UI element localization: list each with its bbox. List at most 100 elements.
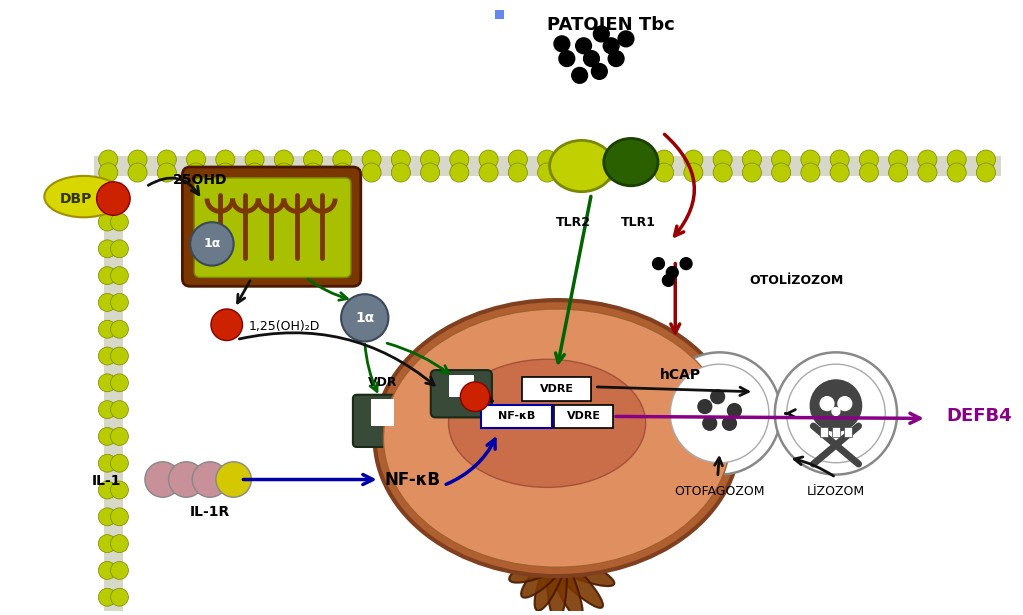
Circle shape <box>98 401 117 419</box>
Circle shape <box>110 401 129 419</box>
Text: VDR: VDR <box>367 376 397 389</box>
Circle shape <box>246 163 264 182</box>
Circle shape <box>683 150 703 169</box>
Circle shape <box>274 150 294 169</box>
Ellipse shape <box>374 300 740 576</box>
FancyArrowPatch shape <box>446 439 495 485</box>
Circle shape <box>98 508 117 526</box>
Circle shape <box>889 163 907 182</box>
Circle shape <box>98 374 117 392</box>
Circle shape <box>722 416 737 430</box>
FancyArrowPatch shape <box>786 410 795 418</box>
Circle shape <box>110 427 129 445</box>
Circle shape <box>110 240 129 258</box>
Bar <box>820 427 828 437</box>
Circle shape <box>774 352 897 475</box>
Circle shape <box>460 382 490 411</box>
Circle shape <box>211 309 242 341</box>
Text: OTOLİZOZOM: OTOLİZOZOM <box>749 274 843 287</box>
Circle shape <box>591 63 608 79</box>
FancyArrowPatch shape <box>715 458 722 475</box>
Ellipse shape <box>448 359 646 488</box>
Circle shape <box>110 534 129 552</box>
Circle shape <box>99 150 118 169</box>
Circle shape <box>583 50 599 66</box>
Circle shape <box>332 163 352 182</box>
Circle shape <box>362 163 382 182</box>
FancyArrowPatch shape <box>237 281 250 303</box>
Circle shape <box>567 163 586 182</box>
Circle shape <box>727 403 742 418</box>
Bar <box>844 427 852 437</box>
Circle shape <box>838 397 852 411</box>
Circle shape <box>98 240 117 258</box>
Circle shape <box>604 38 619 54</box>
Circle shape <box>508 150 528 169</box>
Circle shape <box>918 150 937 169</box>
Text: 25OHD: 25OHD <box>173 173 227 187</box>
Circle shape <box>169 462 204 498</box>
Circle shape <box>110 267 129 285</box>
Circle shape <box>98 347 117 365</box>
FancyArrowPatch shape <box>387 343 449 373</box>
Text: VDRE: VDRE <box>567 411 601 421</box>
Circle shape <box>420 163 440 182</box>
Ellipse shape <box>535 542 568 611</box>
Text: 1α: 1α <box>204 237 221 250</box>
Circle shape <box>830 163 849 182</box>
Circle shape <box>332 150 352 169</box>
Circle shape <box>110 481 129 499</box>
Ellipse shape <box>604 138 658 186</box>
Circle shape <box>216 163 235 182</box>
Circle shape <box>771 163 791 182</box>
Circle shape <box>99 163 118 182</box>
Circle shape <box>450 163 469 182</box>
Circle shape <box>801 150 820 169</box>
FancyArrowPatch shape <box>795 457 834 476</box>
Circle shape <box>158 163 176 182</box>
Circle shape <box>832 408 840 416</box>
Circle shape <box>801 163 820 182</box>
FancyArrowPatch shape <box>239 333 434 385</box>
Ellipse shape <box>530 549 614 568</box>
Circle shape <box>450 150 469 169</box>
Text: NF-κB: NF-κB <box>385 470 441 488</box>
Circle shape <box>653 258 664 269</box>
Circle shape <box>859 163 879 182</box>
Circle shape <box>713 150 732 169</box>
Circle shape <box>190 222 233 266</box>
Bar <box>481 405 552 428</box>
Circle shape <box>683 163 703 182</box>
Bar <box>104 182 123 611</box>
Circle shape <box>680 258 692 269</box>
Circle shape <box>98 320 117 338</box>
FancyBboxPatch shape <box>353 395 412 447</box>
Circle shape <box>98 213 117 231</box>
FancyArrowPatch shape <box>671 263 679 333</box>
Circle shape <box>110 320 129 338</box>
Text: PATOJEN Tbc: PATOJEN Tbc <box>547 16 675 34</box>
Circle shape <box>110 374 129 392</box>
Text: DEFB4: DEFB4 <box>946 407 1012 426</box>
Text: IL-1: IL-1 <box>92 475 122 488</box>
Circle shape <box>609 50 624 66</box>
Circle shape <box>479 150 498 169</box>
FancyBboxPatch shape <box>182 167 361 287</box>
Circle shape <box>596 150 615 169</box>
Ellipse shape <box>509 549 577 582</box>
Circle shape <box>98 186 117 204</box>
Circle shape <box>947 163 966 182</box>
Circle shape <box>110 347 129 365</box>
Circle shape <box>98 293 117 311</box>
Circle shape <box>110 293 129 311</box>
Circle shape <box>420 150 440 169</box>
Circle shape <box>110 508 129 526</box>
Circle shape <box>554 36 570 52</box>
FancyBboxPatch shape <box>431 370 492 418</box>
Circle shape <box>246 150 264 169</box>
Circle shape <box>192 462 228 498</box>
Text: OTOFAGOZOM: OTOFAGOZOM <box>674 485 765 498</box>
Bar <box>554 405 613 428</box>
Bar <box>370 399 394 426</box>
Circle shape <box>479 163 498 182</box>
